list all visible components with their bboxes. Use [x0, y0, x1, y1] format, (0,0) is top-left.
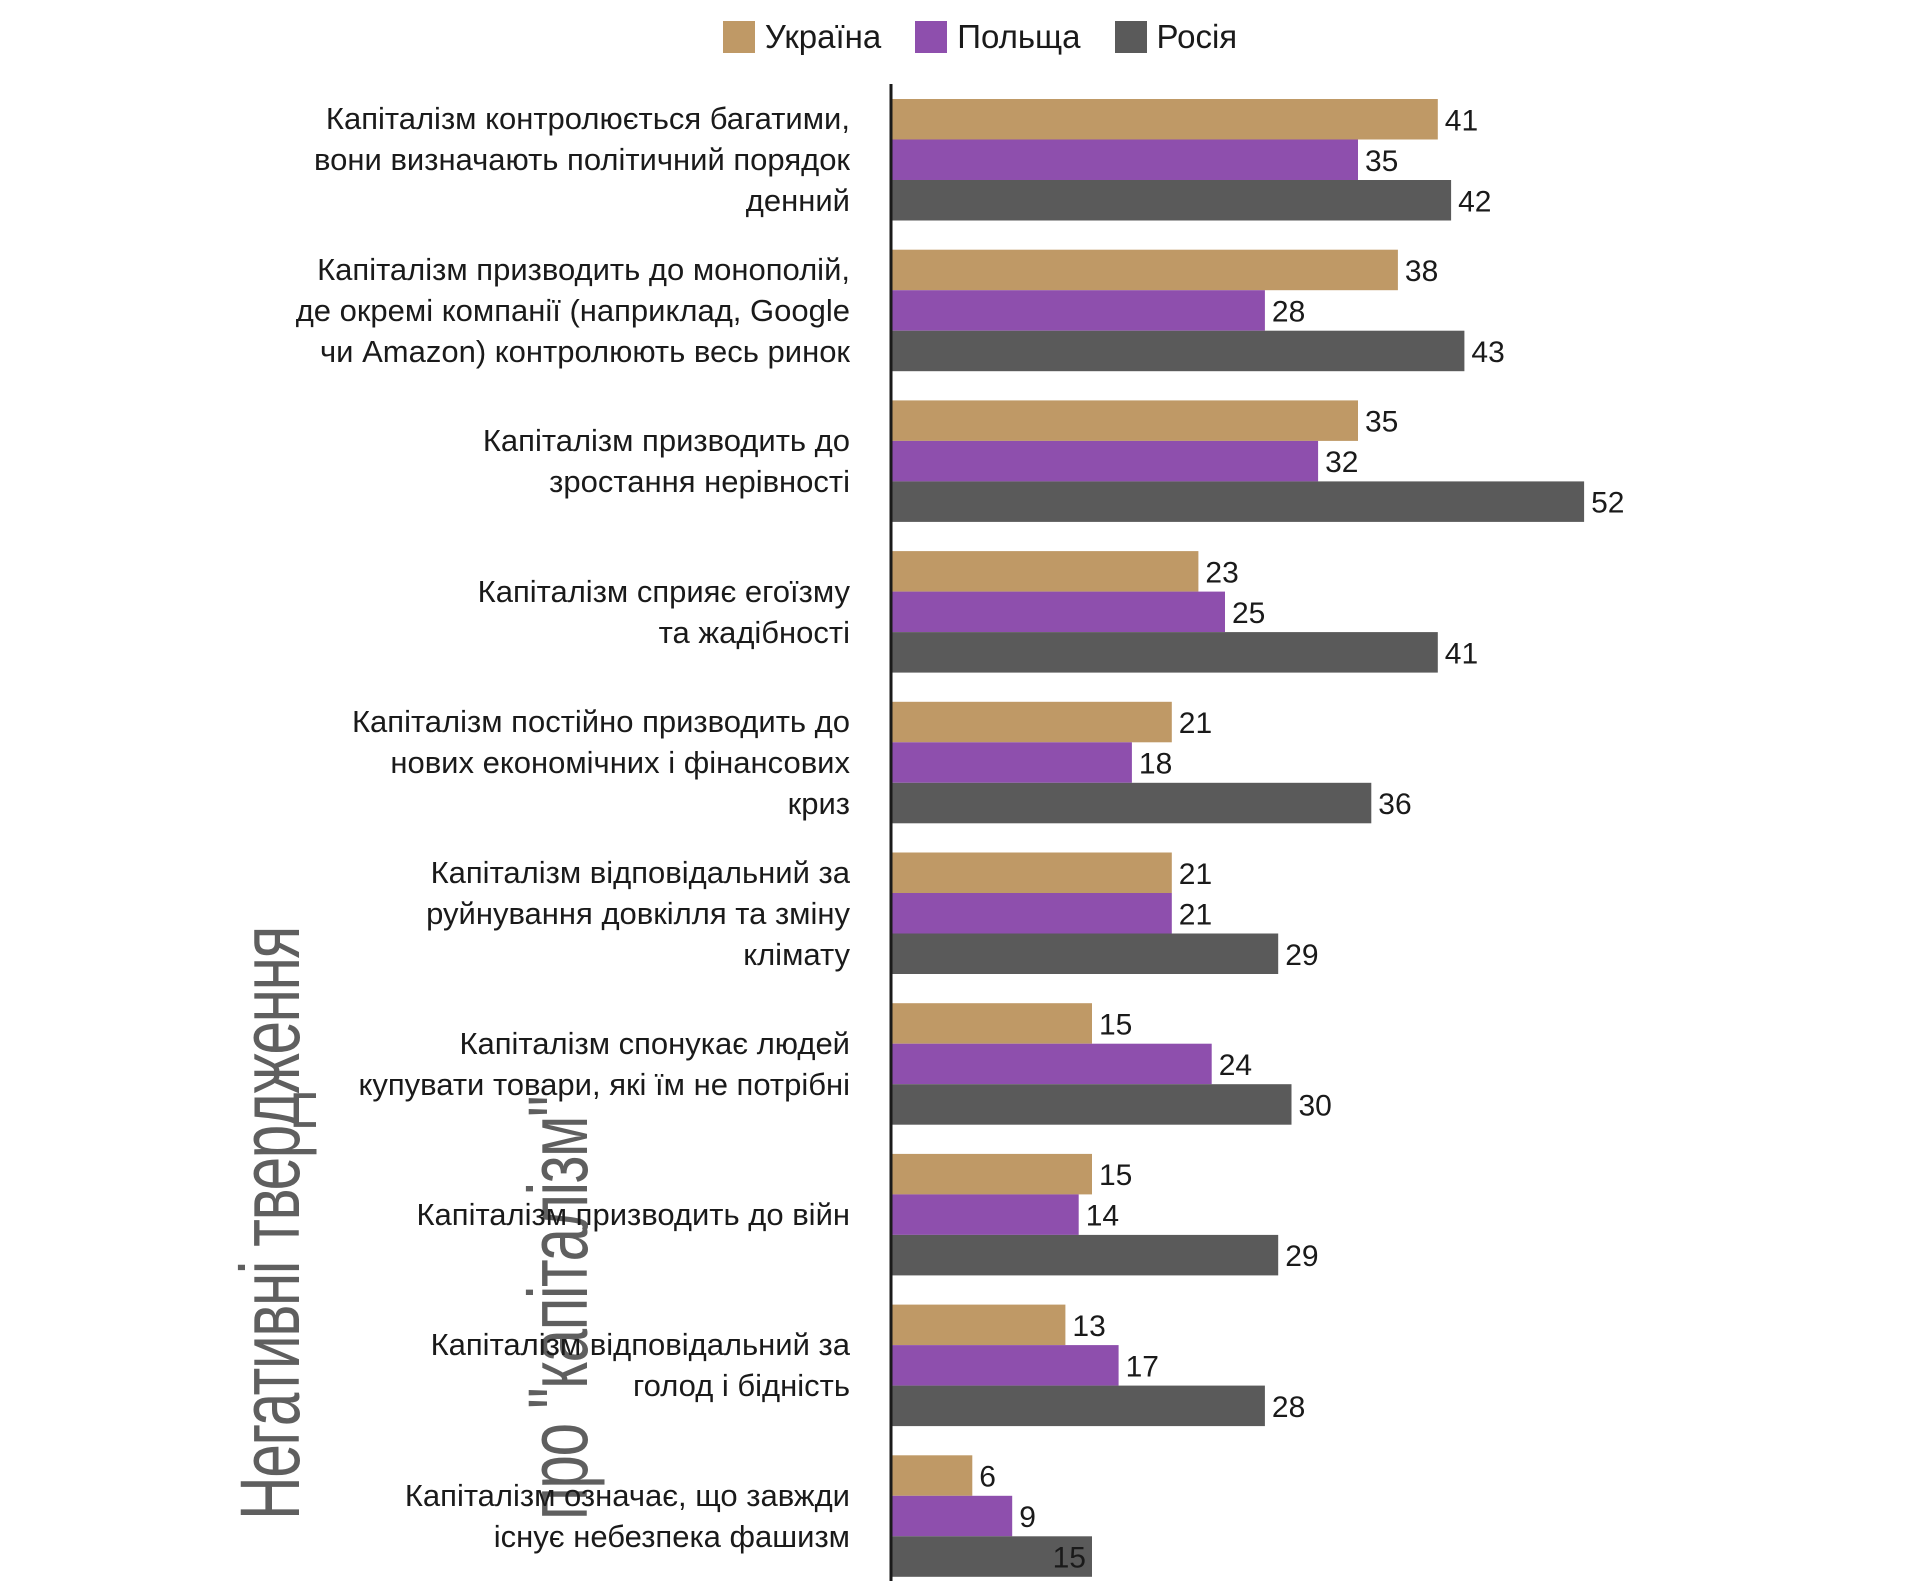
bar — [892, 99, 1438, 140]
data-label: 23 — [1205, 556, 1238, 589]
bar — [892, 1153, 1092, 1195]
legend-swatch-ukraine — [722, 21, 755, 53]
data-label: 35 — [1365, 145, 1398, 178]
bar — [892, 139, 1358, 180]
legend-swatch-poland — [915, 21, 948, 53]
data-label: 25 — [1232, 597, 1265, 630]
bar — [892, 1084, 1292, 1125]
category-label: Капіталізм контролюється багатими, вони в… — [314, 101, 850, 219]
data-label: 9 — [1019, 1501, 1036, 1534]
bar — [892, 591, 1225, 633]
category-label: Капіталізм сприяє егоїзму та жадібності — [477, 573, 850, 650]
bar — [892, 742, 1132, 783]
data-label: 30 — [1299, 1089, 1332, 1122]
bar — [892, 249, 1398, 291]
category-label: Капіталізм призводить до монополій, де ок… — [295, 251, 850, 369]
legend: Україна Польща Росія — [0, 18, 1920, 56]
data-label: 15 — [1099, 1159, 1132, 1192]
bar — [892, 481, 1585, 522]
category-label: Капіталізм спонукає людей купувати товари… — [358, 1025, 850, 1102]
bar — [892, 1345, 1119, 1386]
bar — [892, 330, 1465, 372]
data-label: 52 — [1591, 487, 1624, 520]
bar — [892, 1194, 1079, 1235]
legend-label-ukraine: Україна — [764, 18, 882, 55]
bar — [892, 1043, 1212, 1085]
legend-swatch-russia — [1114, 21, 1147, 53]
data-label: 17 — [1126, 1350, 1159, 1383]
data-label: 41 — [1445, 637, 1478, 670]
bar — [892, 180, 1452, 221]
data-label: 28 — [1272, 295, 1305, 328]
data-label: 42 — [1458, 185, 1491, 218]
bar — [892, 551, 1199, 592]
category-label: Капіталізм призводить до війн — [416, 1197, 850, 1233]
legend-label-russia: Росія — [1156, 18, 1238, 55]
legend-item-russia: Росія — [1114, 18, 1238, 56]
data-label: 13 — [1072, 1310, 1105, 1343]
category-label: Капіталізм відповідальний за руйнування д… — [426, 854, 850, 972]
bar — [892, 632, 1438, 673]
data-label: 35 — [1365, 406, 1398, 439]
data-label: 21 — [1179, 858, 1212, 891]
bar — [892, 1536, 1092, 1577]
bar — [892, 440, 1319, 482]
bar — [892, 1385, 1265, 1427]
data-label: 32 — [1325, 446, 1358, 479]
bar — [892, 1455, 973, 1496]
bar — [892, 290, 1265, 331]
data-label: 15 — [1099, 1008, 1132, 1041]
data-label: 21 — [1179, 898, 1212, 931]
bar — [892, 1003, 1092, 1044]
bar — [892, 1304, 1066, 1346]
data-label: 28 — [1272, 1391, 1305, 1424]
legend-item-poland: Польща — [915, 18, 1081, 56]
category-label: Капіталізм означає, що завжди існує небез… — [404, 1478, 850, 1555]
data-label: 15 — [1053, 1542, 1086, 1575]
bar — [892, 782, 1372, 824]
legend-label-poland: Польща — [957, 18, 1081, 55]
data-label: 14 — [1086, 1200, 1119, 1233]
data-label: 41 — [1445, 104, 1478, 137]
data-label: 29 — [1285, 1240, 1318, 1273]
category-label: Капіталізм постійно призводить до нових е… — [351, 704, 850, 822]
category-label: Капіталізм відповідальний за голод і бідн… — [430, 1327, 850, 1404]
data-label: 6 — [979, 1461, 996, 1494]
data-label: 21 — [1179, 707, 1212, 740]
bar — [892, 701, 1172, 743]
data-label: 29 — [1285, 939, 1318, 972]
legend-item-ukraine: Україна — [722, 18, 882, 56]
data-label: 43 — [1471, 336, 1504, 369]
bar — [892, 1495, 1013, 1537]
data-label: 38 — [1405, 255, 1438, 288]
category-label: Капіталізм призводить до зростання нерівн… — [482, 423, 850, 500]
bar — [892, 400, 1358, 441]
bar — [892, 852, 1172, 893]
data-label: 24 — [1219, 1049, 1252, 1082]
bar — [892, 1234, 1279, 1276]
bar — [892, 893, 1172, 934]
data-label: 18 — [1139, 748, 1172, 781]
data-label: 36 — [1378, 788, 1411, 821]
bar — [892, 933, 1279, 974]
